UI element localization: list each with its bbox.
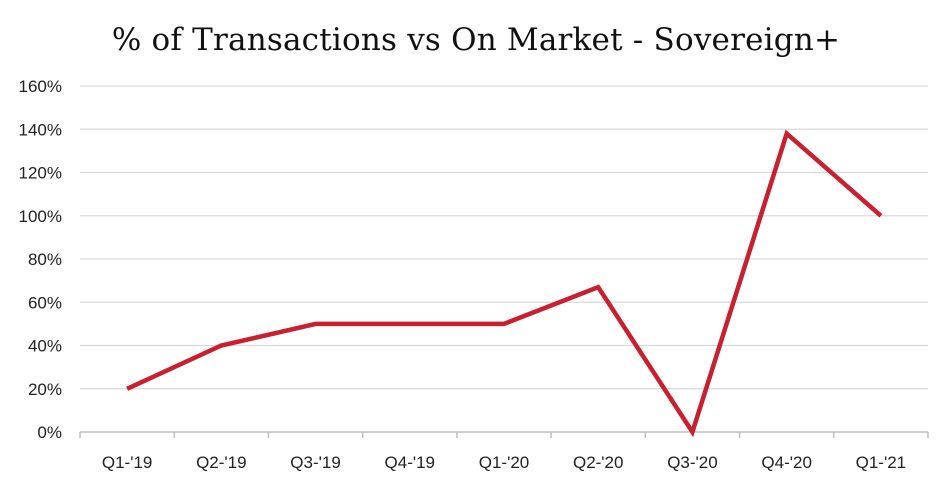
y-tick-label: 160%: [19, 77, 62, 96]
y-tick-label: 60%: [28, 293, 62, 312]
y-tick-label: 100%: [19, 207, 62, 226]
y-tick-label: 0%: [37, 423, 62, 442]
y-tick-label: 140%: [19, 120, 62, 139]
gridlines: [80, 85, 928, 390]
x-tick-label: Q1-'20: [479, 453, 530, 472]
series-line: [126, 129, 883, 438]
x-tick-label: Q2-'20: [573, 453, 624, 472]
x-tick-label: Q3-'20: [667, 453, 718, 472]
x-axis: [79, 431, 929, 438]
chart-title: % of Transactions vs On Market - Soverei…: [111, 22, 841, 58]
x-tick-label: Q4-'20: [761, 453, 812, 472]
x-tick-label: Q3-'19: [290, 453, 341, 472]
y-axis-tick-labels: 0% 20% 40% 60% 80% 100% 120% 140% 160%: [19, 77, 62, 442]
x-tick-label: Q2-'19: [196, 453, 247, 472]
series-lines: [126, 129, 883, 438]
y-tick-label: 40%: [28, 337, 62, 356]
x-axis-tick-labels: Q1-'19 Q2-'19 Q3-'19 Q4-'19 Q1-'20 Q2-'20 Q3-'…: [102, 453, 906, 472]
x-tick-label: Q1-'19: [102, 453, 153, 472]
x-tick-label: Q4-'19: [385, 453, 436, 472]
y-tick-label: 20%: [28, 380, 62, 399]
x-tick-label: Q1-'21: [856, 453, 907, 472]
y-tick-label: 80%: [28, 250, 62, 269]
y-tick-label: 120%: [19, 164, 62, 183]
